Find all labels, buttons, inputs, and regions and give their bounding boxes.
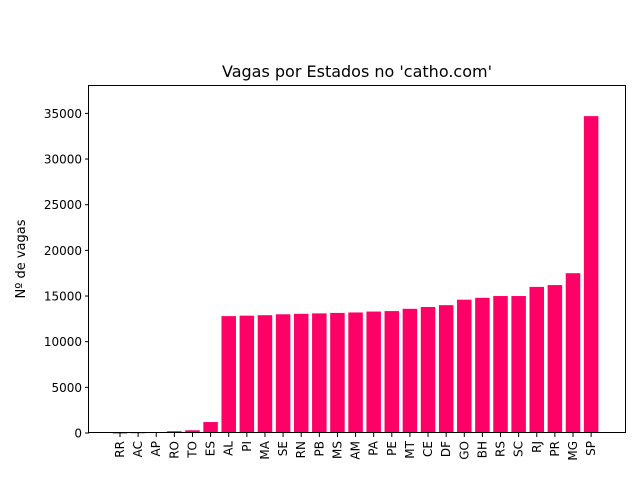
x-tick-label: SC xyxy=(512,441,526,457)
bar-am xyxy=(348,312,363,433)
y-tick-label: 0 xyxy=(74,427,82,441)
x-tick-label: RS xyxy=(494,441,508,457)
bar-pe xyxy=(384,311,400,433)
x-tick-label: DF xyxy=(439,441,453,457)
x-tick-label: RR xyxy=(113,441,127,458)
x-tick-label: MT xyxy=(403,440,417,458)
x-axis-ticks: RR AC AP RO TO ES AL PI MA SE RN PB MS AM PA PE MT CE DF GO… xyxy=(113,433,598,461)
y-tick-label: 15000 xyxy=(44,290,82,304)
y-axis-ticks: 0 5000 10000 15000 20000 25000 30000 35000 xyxy=(44,107,89,441)
x-tick-label: PA xyxy=(367,440,381,455)
bar-al xyxy=(221,316,236,433)
x-tick-label: RJ xyxy=(530,441,544,453)
x-tick-label: SE xyxy=(276,441,290,456)
y-tick-label: 5000 xyxy=(51,381,82,395)
bar-ma xyxy=(257,315,273,433)
y-tick-label: 25000 xyxy=(44,198,82,212)
y-tick-label: 20000 xyxy=(44,244,82,258)
x-tick-label: PB xyxy=(312,441,326,456)
x-tick-label: TO xyxy=(185,441,199,459)
bar-to xyxy=(185,430,200,433)
x-tick-label: CE xyxy=(421,441,435,457)
y-axis-label: Nº de vagas xyxy=(14,219,29,298)
chart-title: Vagas por Estados no 'catho.com' xyxy=(222,62,492,81)
plot-frame xyxy=(88,85,626,433)
bars-group xyxy=(112,116,599,434)
bar-pi xyxy=(239,315,255,433)
bar-mt xyxy=(402,308,418,433)
bar-sp xyxy=(583,116,599,433)
x-tick-label: RO xyxy=(167,441,181,459)
x-tick-label: MA xyxy=(258,440,272,459)
bar-pb xyxy=(312,313,327,433)
bar-pa xyxy=(366,311,381,433)
bar-se xyxy=(275,314,291,433)
x-tick-label: AC xyxy=(131,441,145,457)
x-tick-label: AL xyxy=(222,441,236,456)
bar-ms xyxy=(330,312,345,433)
bar-rj xyxy=(529,286,545,433)
x-tick-label: MG xyxy=(566,441,580,461)
bar-es xyxy=(203,422,218,433)
x-tick-label: RN xyxy=(294,441,308,458)
x-tick-label: PR xyxy=(548,441,562,457)
bar-mg xyxy=(565,273,581,433)
bar-rn xyxy=(293,313,309,433)
bar-ce xyxy=(420,306,436,433)
bar-pr xyxy=(547,285,563,433)
x-tick-label: AM xyxy=(349,441,363,460)
bar-df xyxy=(438,305,454,433)
x-tick-label: GO xyxy=(457,441,471,460)
bar-rs xyxy=(493,296,508,433)
x-tick-label: AP xyxy=(149,441,163,456)
bar-sc xyxy=(511,296,526,433)
x-tick-label: PE xyxy=(385,441,399,456)
x-tick-label: PI xyxy=(240,441,254,452)
x-tick-label: MS xyxy=(330,441,344,459)
bar-go xyxy=(457,299,472,433)
x-tick-label: ES xyxy=(204,441,218,456)
x-tick-label: SP xyxy=(584,441,598,456)
y-tick-label: 30000 xyxy=(44,153,82,167)
y-tick-label: 35000 xyxy=(44,107,82,121)
bar-bh xyxy=(475,297,490,433)
y-tick-label: 10000 xyxy=(44,335,82,349)
x-tick-label: BH xyxy=(475,441,489,458)
